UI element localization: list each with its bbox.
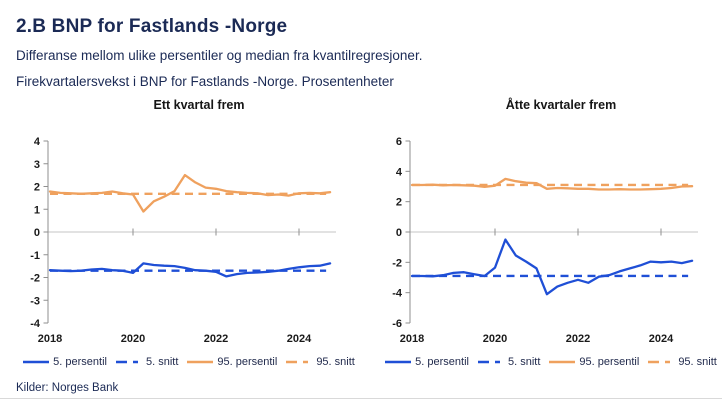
legend-swatch-dashed: [286, 360, 313, 364]
legend-item-95-persentil: 95. persentil: [549, 356, 639, 368]
y-tick-label: -2: [392, 257, 402, 269]
legend-item-95-snitt: 95. snitt: [648, 356, 717, 368]
x-tick-label: 2024: [649, 333, 674, 345]
x-tick-label: 2018: [38, 333, 62, 345]
line-chart-svg: -6 -4 -2 0 2 4 6 2018 2020 2022 2024: [392, 136, 698, 345]
page-title: 2.B BNP for Fastlands -Norge: [16, 16, 288, 37]
legend-label: 5. persentil: [415, 356, 469, 368]
y-tick-label: 1: [34, 204, 40, 216]
legend-swatch-dashed: [648, 360, 675, 364]
y-tick-label: -4: [392, 288, 403, 300]
line-chart-svg: -4 -3 -2 -1 0 1 2 3 4 2018 2020 2022 2024: [30, 136, 336, 345]
legend-swatch-dashed: [477, 360, 504, 364]
source-note: Kilder: Norges Bank: [16, 382, 119, 394]
y-tick-label: 2: [396, 197, 402, 209]
legend-item-95-persentil: 95. persentil: [187, 356, 277, 368]
legend-label: 95. persentil: [217, 356, 278, 368]
y-tick-label: 6: [396, 136, 402, 148]
x-tick-label: 2020: [121, 333, 145, 345]
chart-atte-kvartaler-frem: Åtte kvartaler frem -6 -4 -2 0 2 4 6 2018 2020 20…: [364, 98, 717, 368]
chart-legend: 5. persentil 5. snitt 95. persentil 95. sni…: [364, 356, 717, 368]
y-tick-label: 2: [34, 182, 40, 194]
figure-subtitle-line1: Differanse mellom ulike persentiler og m…: [16, 48, 423, 63]
legend-label: 5. snitt: [145, 356, 179, 368]
legend-label: 95. persentil: [579, 356, 640, 368]
chart-title: Åtte kvartaler frem: [505, 98, 617, 112]
x-tick-label: 2022: [204, 333, 228, 345]
y-tick-label: 3: [34, 159, 40, 171]
figure-subtitle-line2: Firekvartalersvekst i BNP for Fastlands …: [16, 74, 394, 89]
y-tick-label: -2: [30, 273, 40, 285]
chart-ett-kvartal-frem: Ett kvartal frem -4 -3 -2 -1 0 1 2 3 4 2018 2020 20…: [2, 98, 355, 368]
x-tick-label: 2020: [483, 333, 507, 345]
y-tick-label: -6: [392, 318, 402, 330]
legend-swatch-solid: [187, 360, 214, 364]
legend-item-95-snitt: 95. snitt: [286, 356, 355, 368]
legend-swatch-solid: [549, 360, 576, 364]
y-tick-label: 0: [34, 227, 40, 239]
chart-legend: 5. persentil 5. snitt 95. persentil 95. sni…: [2, 356, 355, 368]
y-tick-label: -4: [30, 318, 41, 330]
y-tick-label: 4: [34, 136, 41, 148]
legend-label: 5. snitt: [507, 356, 541, 368]
x-tick-label: 2022: [566, 333, 590, 345]
legend-item-5-persentil: 5. persentil: [385, 356, 469, 368]
x-tick-label: 2018: [400, 333, 424, 345]
legend-label: 95. snitt: [678, 356, 717, 368]
y-tick-label: -1: [30, 250, 40, 262]
x-tick-label: 2024: [287, 333, 312, 345]
chart-title: Ett kvartal frem: [153, 98, 245, 112]
legend-label: 95. snitt: [316, 356, 355, 368]
y-tick-label: -3: [30, 295, 40, 307]
legend-item-5-snitt: 5. snitt: [477, 356, 541, 368]
legend-label: 5. persentil: [53, 356, 107, 368]
footer-divider: [0, 398, 722, 399]
legend-swatch-dashed: [115, 360, 142, 364]
series-5-persentil-line: [410, 238, 694, 296]
legend-item-5-snitt: 5. snitt: [115, 356, 179, 368]
legend-swatch-solid: [385, 360, 412, 364]
y-tick-label: 0: [396, 227, 402, 239]
legend-item-5-persentil: 5. persentil: [23, 356, 107, 368]
legend-swatch-solid: [23, 360, 50, 364]
y-tick-label: 4: [396, 166, 403, 178]
